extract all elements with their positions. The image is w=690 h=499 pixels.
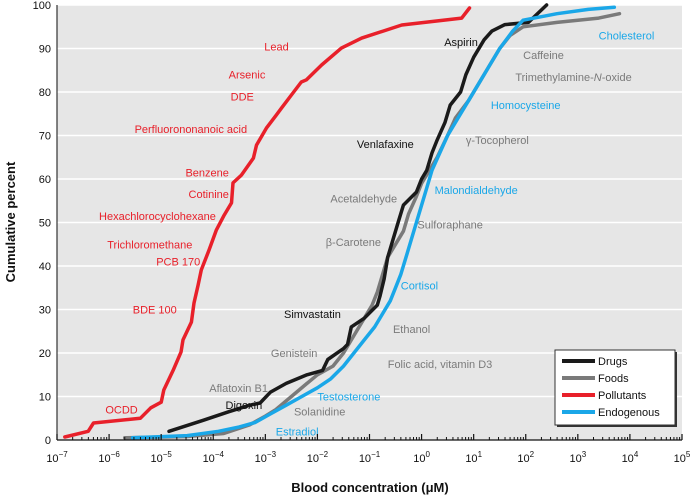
annotation-label: Ethanol (393, 324, 430, 336)
x-tick-label: 10−4 (203, 450, 225, 465)
x-tick-label: 10−3 (255, 450, 277, 465)
annotation-label: Solanidine (294, 407, 345, 419)
annotation-label: Lead (264, 41, 288, 53)
y-axis-title: Cumulative percent (3, 161, 18, 282)
y-tick-label: 40 (39, 261, 51, 273)
annotation-label: Sulforaphane (417, 220, 482, 232)
series-line-pollutants (63, 6, 472, 439)
annotation-label: Simvastatin (284, 309, 341, 321)
x-tick-label: 10−5 (150, 450, 172, 465)
annotation-label: Cholesterol (599, 30, 655, 42)
annotation-label: Caffeine (523, 50, 564, 62)
annotation-label: Testosterone (317, 392, 380, 404)
annotation-label: OCDD (105, 405, 137, 417)
y-tick-label: 80 (39, 87, 51, 99)
annotation-label: Cotinine (189, 189, 229, 201)
x-tick-label: 105 (674, 450, 690, 465)
annotation-label: Trimethylamine-N-oxide (515, 72, 631, 84)
x-tick-label: 10−6 (98, 450, 120, 465)
annotation-label: Perfluorononanoic acid (135, 124, 248, 136)
annotation-label: γ-Tocopherol (466, 135, 529, 147)
x-tick-label: 10−1 (359, 450, 381, 465)
series-line-endogenous (130, 5, 617, 440)
legend-label-pollutants: Pollutants (598, 390, 647, 402)
y-tick-label: 30 (39, 305, 51, 317)
y-tick-label: 90 (39, 44, 51, 56)
annotation-label: Trichloromethane (107, 239, 192, 251)
legend-label-foods: Foods (598, 373, 629, 385)
y-tick-label: 0 (45, 435, 51, 447)
annotation-label: Homocysteine (491, 100, 561, 112)
annotation-label: Digoxin (226, 400, 263, 412)
legend-label-endogenous: Endogenous (598, 407, 660, 419)
x-tick-label: 102 (517, 450, 534, 465)
y-tick-label: 10 (39, 392, 51, 404)
x-tick-label: 10−7 (46, 450, 68, 465)
annotation-label: Arsenic (229, 70, 266, 82)
annotation-label: BDE 100 (133, 305, 177, 317)
y-axis-ticks: 0 10 20 30 40 50 60 70 80 90 100 (33, 0, 51, 447)
annotation-label: DDE (231, 91, 254, 103)
annotation-label: Benzene (185, 167, 228, 179)
annotation-label: β-Carotene (326, 237, 381, 249)
x-axis-title: Blood concentration (μM) (291, 480, 448, 495)
annotations: Lead Arsenic DDE Perfluorononanoic acid Benz… (99, 30, 654, 438)
annotation-label: Acetaldehyde (330, 194, 397, 206)
x-tick-label: 103 (569, 450, 586, 465)
annotation-label: Cortisol (401, 281, 438, 293)
annotation-label: Folic acid, vitamin D3 (388, 359, 493, 371)
x-tick-label: 10−2 (307, 450, 329, 465)
annotation-label: Aflatoxin B1 (209, 383, 268, 395)
y-tick-label: 70 (39, 131, 51, 143)
x-tick-label: 101 (465, 450, 482, 465)
x-tick-label: 104 (622, 450, 639, 465)
y-tick-label: 100 (33, 0, 51, 12)
y-tick-label: 60 (39, 174, 51, 186)
x-tick-label: 100 (413, 450, 430, 465)
y-tick-label: 20 (39, 348, 51, 360)
y-tick-label: 50 (39, 218, 51, 230)
annotation-label: Aspirin (444, 37, 478, 49)
legend-label-drugs: Drugs (598, 356, 628, 368)
legend: Drugs Foods Pollutants Endogenous (554, 349, 677, 427)
series-lines (63, 3, 622, 440)
series-line-drugs (167, 3, 549, 434)
annotation-label: Malondialdehyde (435, 185, 518, 197)
annotation-label: PCB 170 (156, 257, 200, 269)
annotation-label: Genistein (271, 348, 317, 360)
annotation-label: Hexachlorocyclohexane (99, 211, 216, 223)
annotation-label: Venlafaxine (357, 139, 414, 151)
annotation-label: Estradiol (276, 426, 319, 438)
x-axis-ticks: 10−7 10−6 10−5 10−4 10−3 10−2 10−1 100 101 102 103… (46, 434, 690, 465)
